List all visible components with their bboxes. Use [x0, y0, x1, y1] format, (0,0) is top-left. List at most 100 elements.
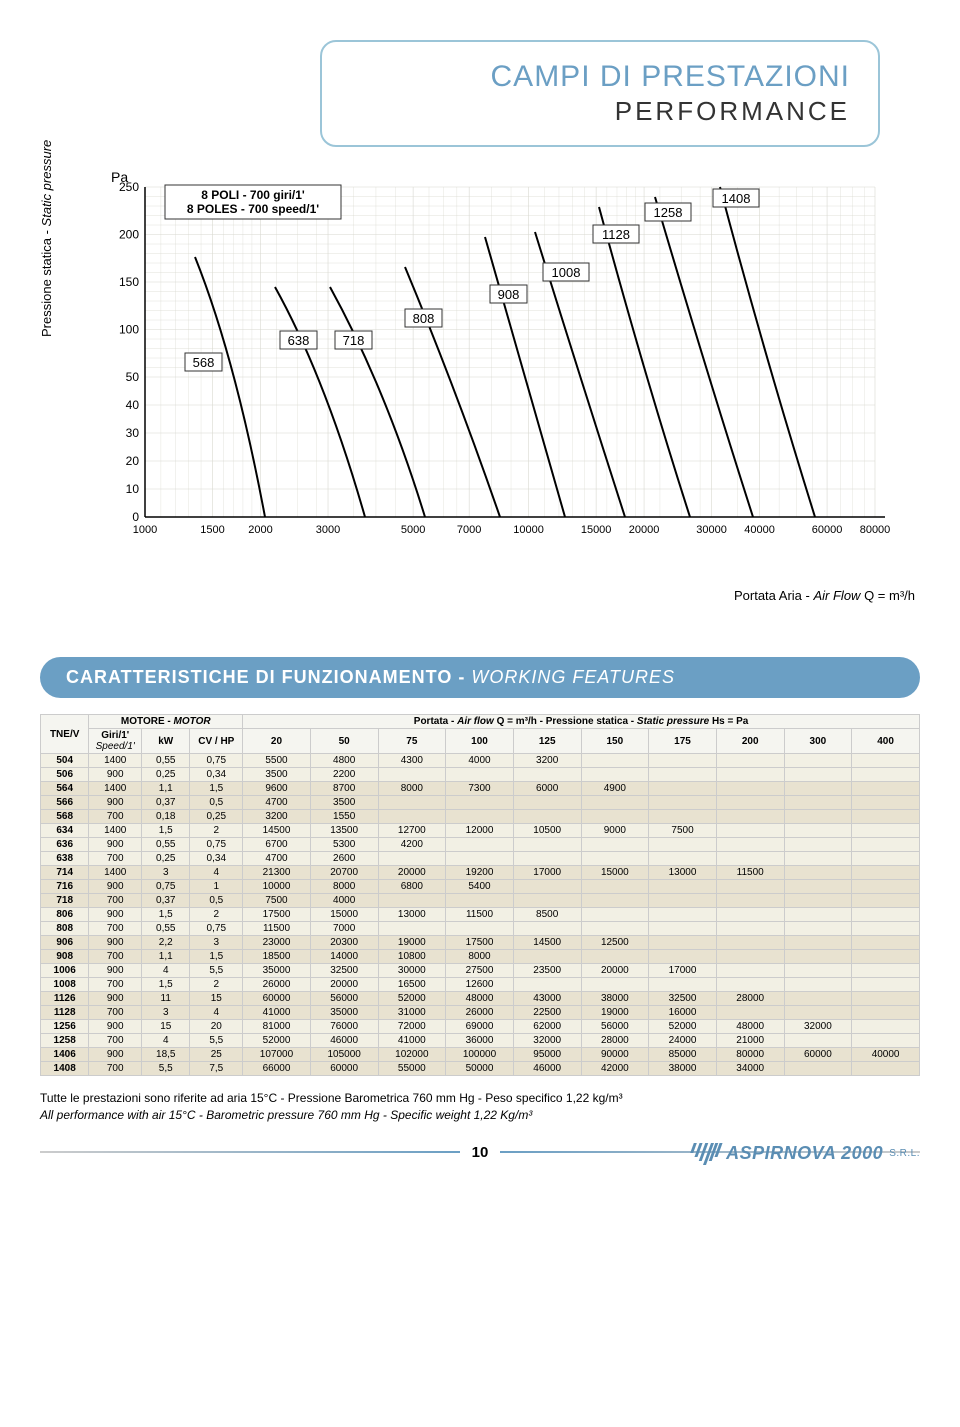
td-cell: 35000 — [243, 964, 311, 978]
td-model: 806 — [41, 908, 89, 922]
svg-text:7000: 7000 — [457, 524, 481, 536]
td-cell: 1,1 — [142, 950, 190, 964]
td-cell: 4 — [190, 866, 243, 880]
th-sub: kW — [142, 729, 190, 754]
td-cell: 900 — [89, 1020, 142, 1034]
td-cell: 26000 — [446, 1006, 514, 1020]
td-cell: 4 — [190, 1006, 243, 1020]
svg-text:80000: 80000 — [860, 524, 891, 536]
td-cell: 28000 — [581, 1034, 649, 1048]
td-cell: 38000 — [649, 1062, 717, 1076]
td-cell: 8000 — [446, 950, 514, 964]
td-model: 1128 — [41, 1006, 89, 1020]
td-cell: 900 — [89, 992, 142, 1006]
th-model: TNE/V — [41, 715, 89, 754]
td-cell: 16000 — [649, 1006, 717, 1020]
td-cell: 13500 — [310, 824, 378, 838]
td-cell: 26000 — [243, 978, 311, 992]
logo-stripes-icon — [692, 1143, 720, 1165]
td-cell: 0,25 — [142, 768, 190, 782]
td-cell: 19200 — [446, 866, 514, 880]
td-cell — [716, 908, 784, 922]
td-cell — [513, 922, 581, 936]
td-cell: 8000 — [310, 880, 378, 894]
td-cell — [784, 1062, 852, 1076]
legend-line1: 8 POLI - 700 giri/1' — [201, 188, 305, 202]
td-cell: 6000 — [513, 782, 581, 796]
td-cell — [784, 782, 852, 796]
table-row: 5687000,180,2532001550 — [41, 810, 920, 824]
td-cell: 11500 — [716, 866, 784, 880]
th-sub: Giri/1'Speed/1' — [89, 729, 142, 754]
td-cell: 900 — [89, 1048, 142, 1062]
td-cell — [513, 838, 581, 852]
td-model: 1408 — [41, 1062, 89, 1076]
td-cell — [581, 880, 649, 894]
svg-text:1500: 1500 — [200, 524, 224, 536]
td-cell — [852, 992, 920, 1006]
td-cell — [716, 754, 784, 768]
td-cell: 9600 — [243, 782, 311, 796]
svg-text:1128: 1128 — [602, 227, 630, 242]
td-cell — [649, 768, 717, 782]
th-sub: 400 — [852, 729, 920, 754]
td-cell — [852, 964, 920, 978]
td-cell — [513, 768, 581, 782]
performance-table: TNE/V MOTORE - MOTOR Portata - Air flow … — [40, 714, 920, 1076]
td-cell: 700 — [89, 922, 142, 936]
td-cell — [784, 992, 852, 1006]
td-cell: 48000 — [446, 992, 514, 1006]
td-cell — [784, 768, 852, 782]
td-cell: 0,18 — [142, 810, 190, 824]
td-model: 504 — [41, 754, 89, 768]
td-cell: 3500 — [243, 768, 311, 782]
td-cell: 4 — [142, 964, 190, 978]
svg-text:0: 0 — [132, 510, 139, 524]
td-cell — [852, 852, 920, 866]
td-cell: 5500 — [243, 754, 311, 768]
svg-text:908: 908 — [498, 287, 520, 302]
td-cell — [784, 964, 852, 978]
td-cell: 60000 — [784, 1048, 852, 1062]
td-cell — [716, 810, 784, 824]
td-cell — [581, 894, 649, 908]
svg-text:10000: 10000 — [513, 524, 544, 536]
td-cell — [513, 880, 581, 894]
td-cell — [716, 782, 784, 796]
td-model: 714 — [41, 866, 89, 880]
svg-text:30: 30 — [126, 426, 140, 440]
td-cell — [649, 908, 717, 922]
td-cell: 4 — [142, 1034, 190, 1048]
td-cell — [378, 894, 446, 908]
td-cell: 69000 — [446, 1020, 514, 1034]
td-cell — [852, 936, 920, 950]
td-cell: 46000 — [310, 1034, 378, 1048]
td-cell — [852, 754, 920, 768]
td-cell — [581, 978, 649, 992]
td-cell: 3 — [142, 1006, 190, 1020]
td-cell: 16500 — [378, 978, 446, 992]
td-cell — [852, 796, 920, 810]
td-cell: 1,5 — [142, 978, 190, 992]
td-cell: 56000 — [310, 992, 378, 1006]
td-cell: 0,75 — [190, 922, 243, 936]
td-model: 1256 — [41, 1020, 89, 1034]
section-banner: CARATTERISTICHE DI FUNZIONAMENTO - WORKI… — [40, 657, 920, 698]
td-model: 568 — [41, 810, 89, 824]
td-cell: 12700 — [378, 824, 446, 838]
td-cell: 10000 — [243, 880, 311, 894]
td-cell — [446, 838, 514, 852]
table-row: 5669000,370,547003500 — [41, 796, 920, 810]
td-cell: 900 — [89, 880, 142, 894]
logo: ASPIRNOVA 2000 S.R.L. — [692, 1143, 920, 1165]
table-row: 100690045,535000325003000027500235002000… — [41, 964, 920, 978]
td-cell: 4700 — [243, 796, 311, 810]
th-sub: 75 — [378, 729, 446, 754]
footnote-line1: Tutte le prestazioni sono riferite ad ar… — [40, 1090, 920, 1107]
td-cell: 52000 — [649, 1020, 717, 1034]
legend-line2: 8 POLES - 700 speed/1' — [187, 202, 319, 216]
td-cell: 34000 — [716, 1062, 784, 1076]
svg-text:808: 808 — [413, 311, 435, 326]
td-cell: 18500 — [243, 950, 311, 964]
td-cell: 15 — [190, 992, 243, 1006]
